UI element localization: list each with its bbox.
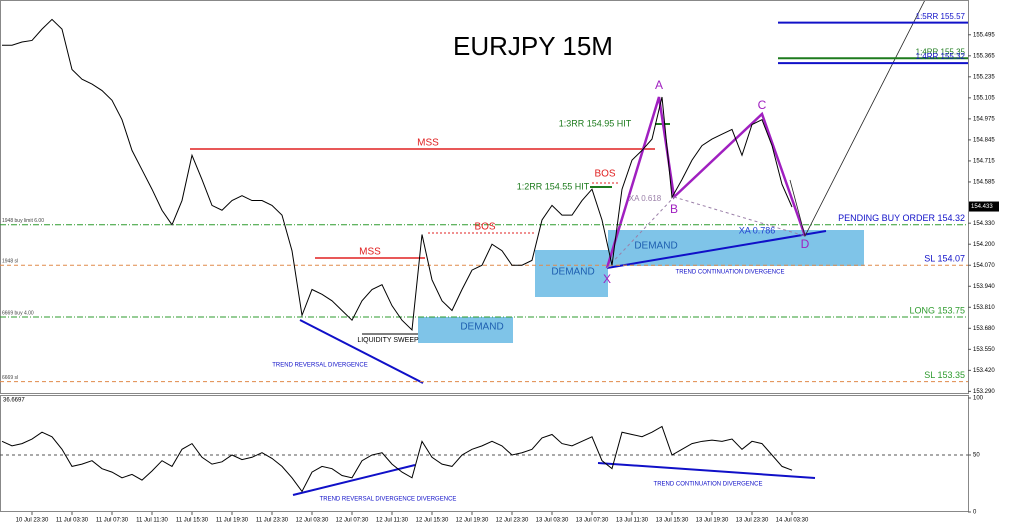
annotation: MSS [359, 247, 381, 258]
price-line [2, 18, 793, 332]
level-label: 1:5RR 155.57 [916, 12, 966, 21]
y-tick-label: 154.200 [973, 242, 995, 248]
y-tick-label: 155.235 [973, 74, 995, 80]
y-tick-label: 153.810 [973, 305, 995, 311]
annotation: C [758, 98, 767, 112]
annotation: TREND CONTINUATION DIVERGENCE [676, 270, 785, 276]
y-tick-label: 154.330 [973, 221, 995, 227]
fib-line [673, 196, 806, 237]
annotation: XA 0.786 [739, 225, 776, 235]
projection-line [789, 0, 926, 238]
x-tick-label: 11 Jul 11:30 [136, 518, 168, 524]
y-tick-label: 154.975 [973, 116, 995, 122]
divergence-line [292, 464, 416, 496]
annotation: DEMAND [634, 241, 677, 252]
fib-line [606, 196, 675, 269]
y-tick-label: 153.940 [973, 284, 995, 290]
divergence-line [299, 319, 424, 384]
order-label: 1948 buy limit 6.00 [2, 218, 44, 224]
x-tick-label: 12 Jul 07:30 [336, 518, 369, 524]
annotation: TREND CONTINUATION DIVERGENCE [654, 482, 763, 488]
y-tick-label: 155.365 [973, 53, 995, 59]
last-price: 154.433 [971, 204, 993, 210]
level-label: 1:4RR 155.32 [916, 52, 966, 61]
y-tick-label: 155.495 [973, 32, 995, 38]
annotation: TREND REVERSAL DIVERGENCE DIVERGENCE [320, 497, 457, 503]
divergence-line [606, 230, 827, 269]
level-label: PENDING BUY ORDER 154.32 [838, 213, 965, 223]
x-tick-label: 11 Jul 03:30 [56, 518, 89, 524]
chart-title: EURJPY 15M [453, 31, 613, 61]
order-label: 1948 sl [2, 259, 18, 265]
annotation: 1:2RR 154.55 HIT [517, 181, 590, 191]
x-tick-label: 11 Jul 15:30 [176, 518, 209, 524]
demand-zone [418, 317, 513, 343]
x-tick-label: 11 Jul 07:30 [96, 518, 129, 524]
x-tick-label: 13 Jul 23:30 [736, 518, 769, 524]
level-label: LONG 153.75 [909, 305, 965, 315]
x-tick-label: 13 Jul 11:30 [616, 518, 649, 524]
annotation: TREND REVERSAL DIVERGENCE [272, 363, 367, 369]
annotation: MSS [417, 138, 439, 149]
annotation: XA 0.618 [629, 194, 662, 203]
x-tick-label: 11 Jul 23:30 [256, 518, 289, 524]
order-label: 6669 buy 4.00 [2, 310, 34, 316]
y-tick-label: 50 [973, 453, 980, 459]
x-tick-label: 13 Jul 03:30 [536, 518, 569, 524]
x-tick-label: 13 Jul 07:30 [576, 518, 609, 524]
annotation: DEMAND [551, 267, 594, 278]
annotation: B [670, 202, 678, 216]
x-tick-label: 12 Jul 23:30 [496, 518, 529, 524]
y-tick-label: 0 [973, 510, 977, 516]
x-tick-label: 12 Jul 15:30 [416, 518, 449, 524]
y-tick-label: 154.070 [973, 263, 995, 269]
x-tick-label: 10 Jul 23:30 [16, 518, 49, 524]
x-tick-label: 13 Jul 15:30 [656, 518, 689, 524]
annotation: LIQUIDITY SWEEP [357, 337, 419, 344]
x-tick-label: 12 Jul 19:30 [456, 518, 489, 524]
level-label: SL 153.35 [924, 370, 965, 380]
demand-zone [535, 250, 608, 297]
annotation: D [801, 237, 810, 251]
price-line [1, 425, 793, 493]
order-label: 6669 sl [2, 375, 18, 381]
y-tick-label: 155.105 [973, 95, 995, 101]
annotation: X [603, 272, 611, 286]
oscillator-value: 36.6697 [3, 398, 25, 404]
y-tick-label: 100 [973, 396, 984, 402]
x-tick-label: 13 Jul 19:30 [696, 518, 729, 524]
annotation: A [655, 78, 663, 92]
y-tick-label: 153.290 [973, 389, 995, 395]
y-tick-label: 154.585 [973, 180, 995, 186]
y-tick-label: 153.420 [973, 368, 995, 374]
annotation: 1:3RR 154.95 HIT [559, 118, 632, 128]
y-tick-label: 154.845 [973, 137, 995, 143]
level-label: SL 154.07 [924, 254, 965, 264]
annotation: DEMAND [460, 322, 503, 333]
y-tick-label: 153.550 [973, 347, 995, 353]
y-tick-label: 154.715 [973, 158, 995, 164]
x-tick-label: 11 Jul 19:30 [216, 518, 249, 524]
annotation: BOS [594, 169, 615, 180]
level-label: 1:4RR 155.35 [916, 47, 966, 56]
oscillator-panel-frame [0, 395, 969, 512]
x-tick-label: 12 Jul 11:30 [376, 518, 409, 524]
last-price-box [969, 201, 999, 212]
x-tick-label: 12 Jul 03:30 [296, 518, 329, 524]
main-panel-frame [0, 0, 969, 394]
x-tick-label: 14 Jul 03:30 [776, 518, 809, 524]
y-tick-label: 153.680 [973, 326, 995, 332]
annotation: BOS [474, 222, 495, 233]
divergence-line [597, 462, 816, 479]
